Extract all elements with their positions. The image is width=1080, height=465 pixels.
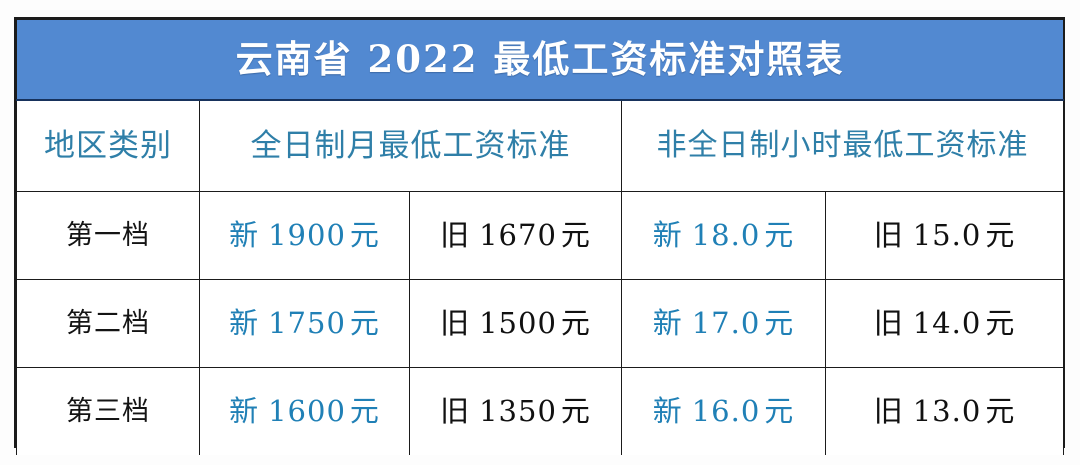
cell-monthly-old: 旧 1670 元 — [409, 191, 622, 280]
hourly-old-unit: 元 — [985, 218, 1016, 252]
cell-hourly-new: 新 18.0 元 — [621, 191, 826, 280]
cell-tier: 第一档 — [16, 191, 200, 280]
table-row: 第三档 新 1600 元 旧 1350 元 新 16.0 元 旧 13.0 元 — [16, 367, 1065, 455]
hourly-new-value: 新 18.0 元 — [622, 221, 825, 250]
monthly-old-value: 旧 1350 元 — [410, 397, 621, 426]
hourly-old-number: 14.0 — [912, 306, 982, 340]
column-header-tier: 地区类别 — [16, 99, 200, 192]
old-label: 旧 — [440, 394, 471, 428]
monthly-new-number: 1750 — [268, 306, 346, 340]
new-label: 新 — [229, 218, 260, 252]
hourly-old-unit: 元 — [985, 394, 1016, 428]
monthly-new-value: 新 1750 元 — [200, 309, 409, 338]
hourly-new-number: 17.0 — [691, 306, 761, 340]
monthly-old-unit: 元 — [560, 306, 591, 340]
monthly-old-number: 1500 — [479, 306, 557, 340]
hourly-old-value: 旧 13.0 元 — [826, 397, 1063, 426]
new-label: 新 — [652, 218, 683, 252]
column-header-hourly: 非全日制小时最低工资标准 — [620, 99, 1065, 192]
hourly-new-unit: 元 — [764, 218, 795, 252]
header-row: 地区类别 全日制月最低工资标准 非全日制小时最低工资标准 — [16, 99, 1065, 192]
page-title: 云南省 2022 最低工资标准对照表 — [235, 37, 845, 81]
hourly-new-unit: 元 — [764, 306, 795, 340]
table-row: 第二档 新 1750 元 旧 1500 元 新 17.0 元 旧 14.0 元 — [16, 279, 1065, 368]
hourly-old-number: 15.0 — [912, 218, 982, 252]
cell-monthly-new: 新 1750 元 — [199, 279, 410, 368]
monthly-new-value: 新 1600 元 — [200, 397, 409, 426]
old-label: 旧 — [873, 306, 904, 340]
cell-tier: 第三档 — [16, 367, 200, 455]
cell-monthly-old: 旧 1350 元 — [409, 367, 622, 455]
hourly-new-unit: 元 — [764, 394, 795, 428]
new-label: 新 — [229, 306, 260, 340]
monthly-new-unit: 元 — [349, 218, 380, 252]
cell-monthly-new: 新 1600 元 — [199, 367, 410, 455]
cell-hourly-old: 旧 13.0 元 — [824, 367, 1065, 455]
title-row: 云南省 2022 最低工资标准对照表 — [15, 19, 1065, 101]
cell-monthly-new: 新 1900 元 — [199, 191, 410, 280]
tier-label: 第一档 — [66, 220, 150, 251]
monthly-old-number: 1350 — [479, 394, 557, 428]
hourly-new-value: 新 16.0 元 — [622, 397, 825, 426]
column-header-tier-label: 地区类别 — [44, 127, 172, 164]
monthly-new-value: 新 1900 元 — [200, 221, 409, 250]
monthly-new-number: 1900 — [268, 218, 346, 252]
table-title-cell: 云南省 2022 最低工资标准对照表 — [15, 19, 1065, 101]
cell-hourly-old: 旧 14.0 元 — [824, 279, 1065, 368]
hourly-new-value: 新 17.0 元 — [622, 309, 825, 338]
old-label: 旧 — [440, 306, 471, 340]
monthly-new-unit: 元 — [349, 306, 380, 340]
new-label: 新 — [652, 394, 683, 428]
monthly-old-value: 旧 1500 元 — [410, 309, 621, 338]
hourly-old-unit: 元 — [985, 306, 1016, 340]
old-label: 旧 — [873, 394, 904, 428]
monthly-old-value: 旧 1670 元 — [410, 221, 621, 250]
cell-tier: 第二档 — [16, 279, 200, 368]
monthly-old-unit: 元 — [560, 394, 591, 428]
monthly-old-unit: 元 — [560, 218, 591, 252]
hourly-new-number: 16.0 — [691, 394, 761, 428]
new-label: 新 — [652, 306, 683, 340]
monthly-new-unit: 元 — [349, 394, 380, 428]
column-header-monthly-label: 全日制月最低工资标准 — [250, 127, 571, 164]
hourly-old-value: 旧 15.0 元 — [826, 221, 1063, 250]
column-header-monthly: 全日制月最低工资标准 — [199, 99, 622, 192]
cell-hourly-new: 新 17.0 元 — [621, 279, 826, 368]
hourly-old-value: 旧 14.0 元 — [826, 309, 1063, 338]
wage-standard-table: 云南省 2022 最低工资标准对照表 地区类别 全日制月最低工资标准 非全日制小… — [14, 17, 1065, 455]
tier-label: 第三档 — [66, 396, 150, 427]
column-header-hourly-label: 非全日制小时最低工资标准 — [656, 128, 1029, 163]
monthly-old-number: 1670 — [479, 218, 557, 252]
cell-hourly-old: 旧 15.0 元 — [824, 191, 1065, 280]
hourly-new-number: 18.0 — [691, 218, 761, 252]
table: 云南省 2022 最低工资标准对照表 地区类别 全日制月最低工资标准 非全日制小… — [15, 19, 1065, 455]
old-label: 旧 — [873, 218, 904, 252]
table-row: 第一档 新 1900 元 旧 1670 元 新 18.0 元 旧 15.0 元 — [16, 191, 1065, 280]
monthly-new-number: 1600 — [268, 394, 346, 428]
cell-monthly-old: 旧 1500 元 — [409, 279, 622, 368]
hourly-old-number: 13.0 — [912, 394, 982, 428]
new-label: 新 — [229, 394, 260, 428]
tier-label: 第二档 — [66, 308, 150, 339]
old-label: 旧 — [440, 218, 471, 252]
cell-hourly-new: 新 16.0 元 — [621, 367, 826, 455]
